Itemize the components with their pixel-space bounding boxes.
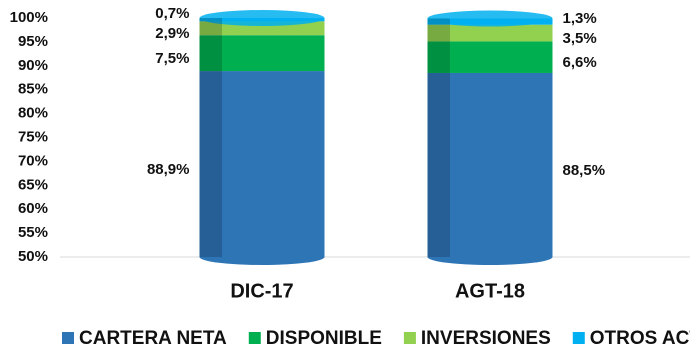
- legend-swatch: [572, 332, 585, 344]
- legend-swatch: [62, 332, 74, 344]
- legend-label: OTROS ACTIVOS: [590, 328, 690, 349]
- cylinder-shade: [199, 18, 222, 257]
- y-tick-label: 80%: [18, 105, 48, 122]
- cylinder-top: [427, 10, 553, 27]
- data-label: 1,3%: [563, 10, 597, 27]
- x-tick-label: AGT-18: [455, 280, 525, 302]
- data-label: 88,9%: [147, 161, 190, 178]
- y-tick-label: 85%: [18, 81, 48, 98]
- y-tick-label: 95%: [18, 33, 48, 50]
- cylinder-top: [199, 10, 325, 26]
- y-tick-label: 60%: [18, 200, 48, 217]
- legend-swatch: [403, 332, 416, 344]
- y-tick-label: 75%: [18, 128, 48, 145]
- data-label: 2,9%: [155, 25, 189, 42]
- bar-segment: [427, 41, 553, 73]
- y-tick-label: 70%: [18, 152, 48, 169]
- y-tick-label: 100%: [10, 9, 48, 26]
- bar-segment: [427, 72, 553, 257]
- data-label: 3,5%: [563, 30, 597, 47]
- data-label: 6,6%: [563, 54, 597, 71]
- y-tick-label: 55%: [18, 224, 48, 241]
- legend-swatch: [248, 332, 261, 344]
- bar-segment: [199, 35, 325, 72]
- bar-segment: [199, 71, 325, 257]
- data-label: 7,5%: [155, 50, 189, 67]
- y-tick-label: 90%: [18, 57, 48, 74]
- y-tick-label: 65%: [18, 176, 48, 193]
- data-label: 0,7%: [155, 5, 189, 22]
- cylinder-shade: [427, 18, 450, 258]
- legend-label: INVERSIONES: [421, 328, 551, 349]
- legend-label: CARTERA NETA: [79, 328, 227, 349]
- y-tick-label: 50%: [18, 248, 48, 265]
- x-tick-label: DIC-17: [230, 280, 293, 302]
- legend-label: DISPONIBLE: [266, 328, 382, 349]
- data-label: 88,5%: [563, 162, 606, 179]
- bar-segment: [427, 24, 553, 42]
